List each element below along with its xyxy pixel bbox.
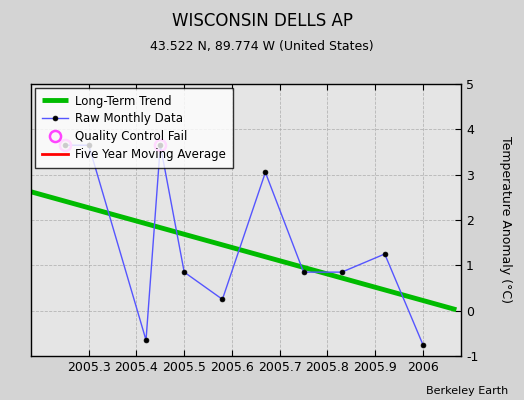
Raw Monthly Data <box>300 270 307 274</box>
Text: 43.522 N, 89.774 W (United States): 43.522 N, 89.774 W (United States) <box>150 40 374 53</box>
Line: Quality Control Fail: Quality Control Fail <box>59 140 166 151</box>
Raw Monthly Data <box>85 143 92 148</box>
Raw Monthly Data <box>381 252 388 256</box>
Raw Monthly Data <box>219 297 225 302</box>
Raw Monthly Data <box>143 338 149 342</box>
Quality Control Fail <box>62 143 68 148</box>
Raw Monthly Data <box>339 270 345 274</box>
Raw Monthly Data <box>62 143 68 148</box>
Raw Monthly Data <box>157 143 163 148</box>
Text: WISCONSIN DELLS AP: WISCONSIN DELLS AP <box>171 12 353 30</box>
Legend: Long-Term Trend, Raw Monthly Data, Quality Control Fail, Five Year Moving Averag: Long-Term Trend, Raw Monthly Data, Quali… <box>35 88 233 168</box>
Raw Monthly Data <box>420 342 426 347</box>
Raw Monthly Data <box>262 170 268 175</box>
Text: Berkeley Earth: Berkeley Earth <box>426 386 508 396</box>
Y-axis label: Temperature Anomaly (°C): Temperature Anomaly (°C) <box>499 136 512 304</box>
Raw Monthly Data <box>181 270 188 274</box>
Line: Raw Monthly Data: Raw Monthly Data <box>62 143 425 347</box>
Quality Control Fail <box>157 143 163 148</box>
